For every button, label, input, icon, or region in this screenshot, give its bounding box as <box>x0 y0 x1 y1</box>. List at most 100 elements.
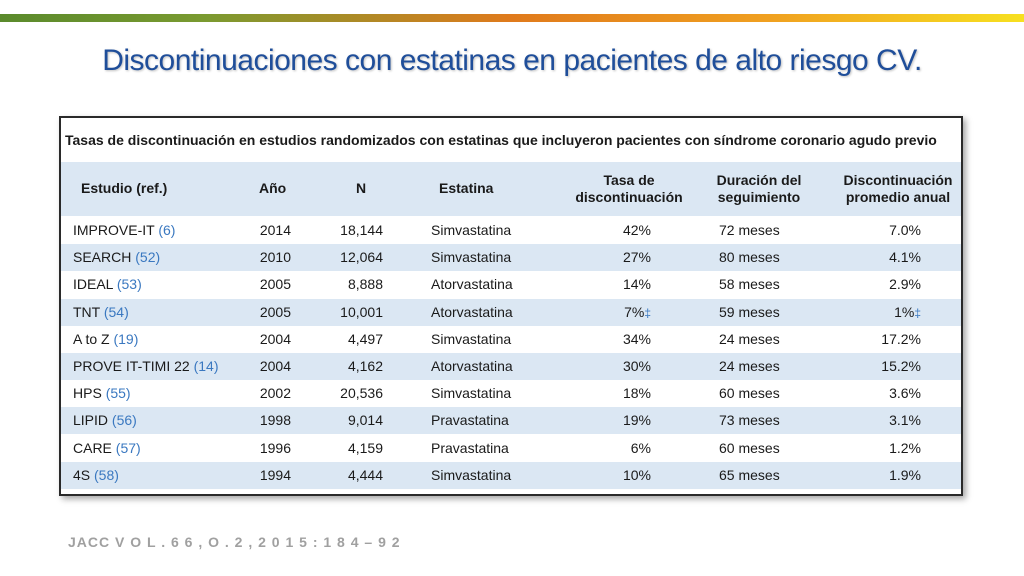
table-row: PROVE IT-TIMI 22 (14) 2004 4,162 Atorvastat… <box>61 353 961 380</box>
cell-statin: Simvastatina <box>431 222 512 238</box>
cell-annual: 1%‡ <box>841 299 921 326</box>
table-row: HPS (55) 2002 20,536 Simvastatina 18% 60 mese… <box>61 380 961 407</box>
study-name: 4S <box>73 466 91 483</box>
cell-study: A to Z (19) <box>73 326 138 353</box>
header-rate: Tasa de discontinuación <box>539 172 719 206</box>
cell-annual: 1.2% <box>841 435 921 462</box>
cell-year: 2010 <box>259 249 291 266</box>
study-ref: (52) <box>135 249 161 266</box>
study-ref: (56) <box>111 412 137 429</box>
annual-value: 3.6% <box>889 385 921 402</box>
duration-unit: meses <box>738 276 780 293</box>
slide-title: Discontinuaciones con estatinas en pacie… <box>102 44 922 77</box>
duration-unit: meses <box>738 385 780 402</box>
cell-n: 9,014 <box>347 412 383 429</box>
cell-study: IDEAL (53) <box>73 271 142 298</box>
annual-value: 17.2% <box>881 330 921 347</box>
header-duration: Duración del seguimiento <box>689 172 829 206</box>
cell-study: PROVE IT-TIMI 22 (14) <box>73 353 219 380</box>
annual-value: 7.0% <box>889 222 921 238</box>
duration-unit: meses <box>738 330 780 347</box>
cell-study: SEARCH (52) <box>73 244 160 271</box>
cell-rate: 34% <box>541 326 651 353</box>
header-annual-line2: promedio anual <box>845 189 951 205</box>
cell-year: 2002 <box>259 385 291 402</box>
cell-n: 10,001 <box>340 303 383 320</box>
cell-statin: Atorvastatina <box>431 303 513 320</box>
duration-months: 72 <box>719 222 735 238</box>
cell-rate: 10% <box>541 462 651 489</box>
cell-duration: 60 meses <box>719 380 780 407</box>
cell-year: 2005 <box>259 276 291 293</box>
cell-duration: 80 meses <box>719 244 780 271</box>
rate-value: 10% <box>622 466 651 483</box>
cell-rate: 14% <box>541 271 651 298</box>
table-caption: Tasas de discontinuación en estudios ran… <box>65 132 937 148</box>
cell-duration: 58 meses <box>719 271 780 298</box>
duration-months: 80 <box>719 249 735 266</box>
cell-rate: 30% <box>541 353 651 380</box>
cell-statin: Atorvastatina <box>431 358 513 374</box>
duration-months: 24 <box>719 330 735 347</box>
duration-months: 60 <box>719 385 735 402</box>
cell-statin: Simvastatina <box>431 249 512 266</box>
cell-study: HPS (55) <box>73 380 131 407</box>
cell-n: 12,064 <box>340 249 383 266</box>
cell-study: IMPROVE-IT (6) <box>73 217 175 244</box>
header-rate-line2: discontinuación <box>575 189 683 205</box>
study-name: TNT <box>73 303 100 320</box>
cell-rate: 42% <box>541 217 651 244</box>
cell-year: 1998 <box>259 412 291 429</box>
cell-study: 4S (58) <box>73 462 119 489</box>
cell-duration: 24 meses <box>719 326 780 353</box>
cell-annual: 3.6% <box>841 380 921 407</box>
cell-n: 8,888 <box>347 276 383 293</box>
study-name: IMPROVE-IT <box>73 222 155 238</box>
cell-annual: 15.2% <box>841 353 921 380</box>
citation: JACC V O L . 6 6 , O . 2 , 2 0 1 5 : 1 8… <box>68 534 401 550</box>
table-row: TNT (54) 2005 10,001 Atorvastatina 7%‡ 59 mes… <box>61 298 961 326</box>
cell-rate: 19% <box>541 407 651 434</box>
cell-rate: 7%‡ <box>541 299 651 326</box>
rate-value: 34% <box>622 330 651 347</box>
annual-value: 15.2% <box>881 358 921 374</box>
rate-value: 27% <box>622 249 651 266</box>
duration-unit: meses <box>738 466 780 483</box>
duration-months: 60 <box>719 439 735 456</box>
study-name: LIPID <box>73 412 109 429</box>
annual-value: 2.9% <box>889 276 921 293</box>
header-n: N <box>356 180 367 196</box>
cell-duration: 72 meses <box>719 217 780 244</box>
cell-annual: 17.2% <box>841 326 921 353</box>
cell-study: LIPID (56) <box>73 407 137 434</box>
annual-value: 1% <box>894 303 915 320</box>
duration-months: 73 <box>719 412 735 429</box>
header-statin: Estatina <box>439 180 494 196</box>
cell-statin: Atorvastatina <box>431 276 513 293</box>
annual-mark: ‡ <box>914 305 921 320</box>
cell-annual: 1.9% <box>841 462 921 489</box>
cell-study: TNT (54) <box>73 299 129 326</box>
study-ref: (57) <box>115 439 141 456</box>
cell-rate: 6% <box>541 435 651 462</box>
duration-unit: meses <box>738 439 780 456</box>
cell-statin: Simvastatina <box>431 330 512 347</box>
study-ref: (54) <box>103 303 129 320</box>
cell-year: 1994 <box>259 466 291 483</box>
rate-value: 18% <box>622 385 651 402</box>
cell-n: 4,497 <box>347 330 383 347</box>
study-ref: (58) <box>94 466 119 483</box>
rate-value: 30% <box>622 358 651 374</box>
table-row: A to Z (19) 2004 4,497 Simvastatina 34% 24 me… <box>61 326 961 353</box>
duration-months: 24 <box>719 358 735 374</box>
study-name: HPS <box>73 385 102 402</box>
cell-duration: 24 meses <box>719 353 780 380</box>
duration-months: 58 <box>719 276 735 293</box>
duration-unit: meses <box>738 249 780 266</box>
duration-months: 59 <box>719 303 735 320</box>
study-name: CARE <box>73 439 112 456</box>
study-name: SEARCH <box>73 249 132 266</box>
cell-study: CARE (57) <box>73 435 141 462</box>
study-ref: (53) <box>116 276 142 293</box>
duration-unit: meses <box>738 303 780 320</box>
